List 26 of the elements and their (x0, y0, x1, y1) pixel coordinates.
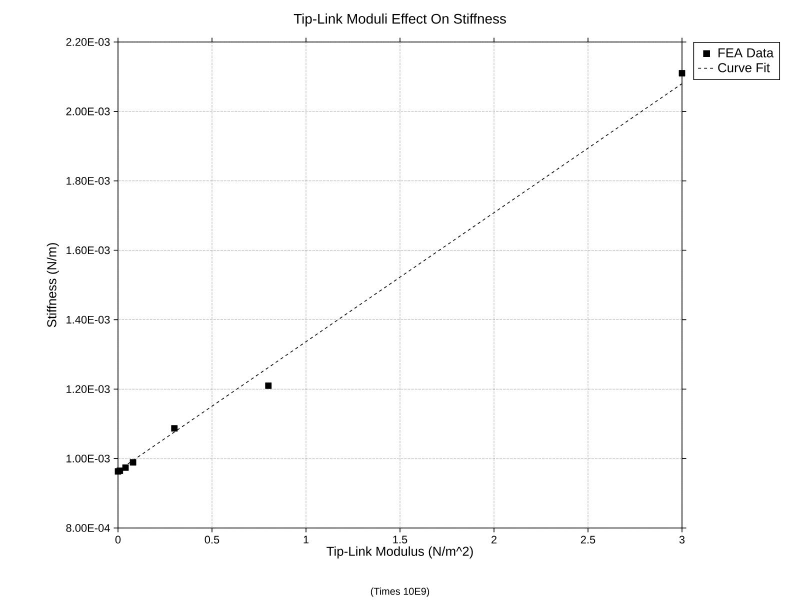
point (130, 459, 136, 466)
point (265, 382, 272, 389)
point (122, 464, 129, 471)
x-tick-label: 1 (304, 536, 309, 544)
chart-title: Tip-Link Moduli Effect On Stiffness (294, 13, 506, 26)
x-axis-title: Tip-Link Modulus (N/m^2) (326, 546, 473, 558)
x-tick-label: 0 (115, 536, 121, 544)
y-tick-label: 1.80E-03 (66, 176, 110, 185)
point (678, 70, 686, 76)
x-tick-label: 0.5 (204, 536, 220, 544)
y-tick-label: 8.00E-04 (66, 524, 110, 532)
legend-label: Curve Fit (718, 62, 770, 72)
x-tick-label: 3 (679, 536, 685, 544)
y-tick-label: 2.20E-03 (66, 38, 110, 46)
y-tick-label: 1.40E-03 (66, 316, 110, 324)
y-tick-label: 2.00E-03 (66, 108, 110, 116)
text: (Times 10E9) (370, 588, 430, 597)
y-tick-label: 1.20E-03 (66, 385, 110, 394)
y-axis-title: Stiffness (N/m) (46, 243, 59, 328)
x-tick-label: 2 (492, 536, 496, 544)
point (171, 425, 178, 432)
legend-label: FEA Data (718, 48, 774, 58)
x-tick-label: 1.5 (393, 536, 408, 544)
x-tick-label: 2.5 (580, 536, 596, 544)
y-tick-label: 1.00E-03 (66, 454, 110, 462)
y-tick-label: 1.60E-03 (66, 246, 110, 254)
